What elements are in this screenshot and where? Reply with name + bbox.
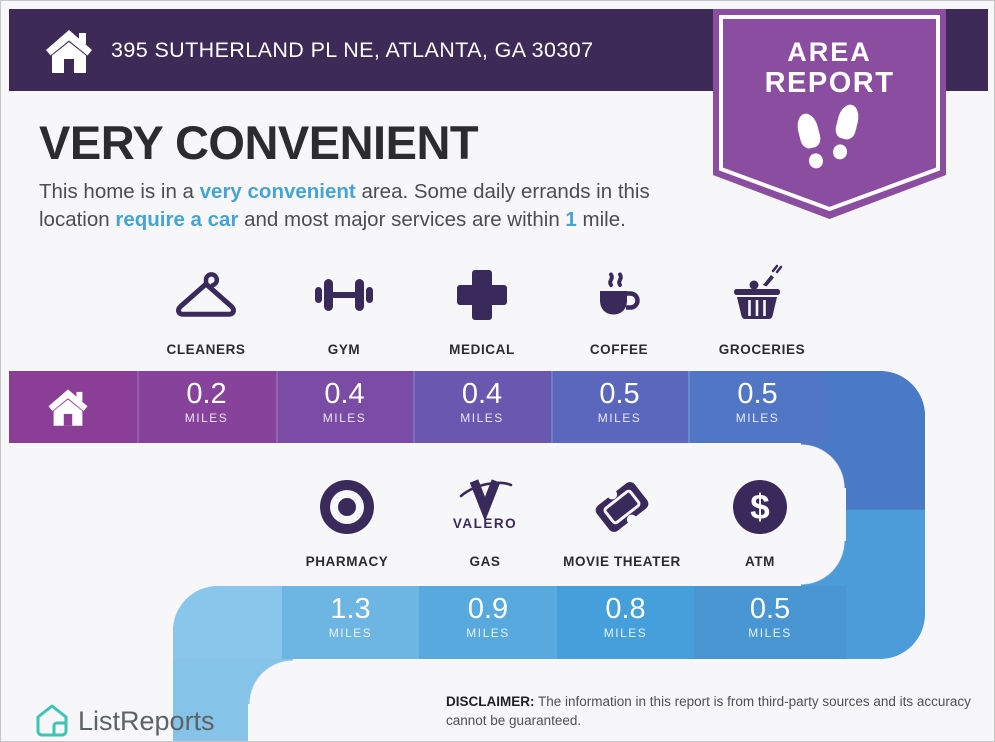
- distance-cell-movie-theater: 0.8 MILES: [603, 593, 648, 640]
- corner-fillet: [248, 659, 293, 704]
- amenity-label-atm: ATM: [744, 554, 776, 569]
- intro-paragraph: This home is in a very convenient area. …: [39, 178, 739, 234]
- distance-cell-atm: 0.5 MILES: [748, 593, 792, 640]
- valero-wordmark: VALERO: [453, 516, 517, 531]
- bar1-segment: [551, 371, 688, 443]
- badge-line1: AREA: [787, 37, 872, 67]
- distance-bar-row1: 0.2 MILES 0.4 MILES 0.4 MILES 0.5 MILES 0.5 M…: [9, 371, 925, 443]
- distance-cell-gas: 0.9 MILES: [466, 593, 510, 640]
- amenity-label-medical: MEDICAL: [449, 342, 515, 357]
- highlight-require-a-car: require a car: [115, 208, 239, 231]
- amenity-label-pharmacy: PHARMACY: [305, 554, 389, 569]
- bar1-segment: [137, 371, 276, 443]
- distance-bar-row2: 1.3 MILES 0.9 MILES 0.8 MILES 0.5 MILES: [173, 586, 846, 659]
- distance-cell-medical: 0.4 MILES: [460, 378, 504, 425]
- amenity-label-gym: GYM: [327, 342, 361, 357]
- bar2-segment: [419, 586, 557, 659]
- bar1-segment: [688, 371, 827, 443]
- bar2-lead-segment: [173, 586, 282, 659]
- area-report-badge: AREA REPORT: [713, 9, 946, 221]
- amenity-label-groceries: GROCERIES: [718, 342, 806, 357]
- bar1-segment: [276, 371, 413, 443]
- distance-cell-coffee: 0.5 MILES: [597, 378, 642, 425]
- listreports-house-icon: [36, 704, 68, 737]
- page-title: VERY CONVENIENT: [39, 116, 479, 169]
- disclaimer-label: DISCLAIMER:: [446, 694, 535, 709]
- atm-dollar-icon: $: [733, 480, 787, 534]
- listreports-wordmark: ListReports: [78, 705, 215, 736]
- highlight-one-mile: 1: [565, 208, 577, 231]
- target-logo-icon: [320, 480, 374, 534]
- grocery-basket-icon: [734, 264, 783, 320]
- movie-ticket-icon: [595, 482, 649, 532]
- listreports-logo: ListReports: [35, 703, 215, 739]
- badge-line2: REPORT: [764, 67, 895, 99]
- bar2-segment: [557, 586, 694, 659]
- bar2-segment: [282, 586, 419, 659]
- property-address: 395 SUTHERLAND PL NE, ATLANTA, GA 30307: [111, 38, 594, 62]
- corner-fillet: [801, 541, 846, 586]
- badge-ribbon: [713, 9, 946, 219]
- amenity-label-movie-theater: MOVIE THEATER: [563, 554, 681, 569]
- highlight-very-convenient: very convenient: [199, 180, 356, 203]
- corner-fillet: [801, 443, 846, 488]
- medical-cross-icon: [457, 270, 507, 320]
- bar1-segment: [413, 371, 551, 443]
- amenity-label-gas: GAS: [469, 554, 501, 569]
- bar2-segment: [694, 586, 846, 659]
- dumbbell-icon: [315, 279, 373, 311]
- home-icon: [46, 30, 92, 73]
- intro-line1: This home is in a very convenient area. …: [39, 180, 650, 203]
- valero-logo-icon: VALERO: [453, 479, 517, 531]
- distance-cell-gym: 0.4 MILES: [322, 378, 367, 425]
- intro-line2: location require a car and most major se…: [39, 208, 626, 231]
- amenity-label-cleaners: CLEANERS: [166, 342, 246, 357]
- disclaimer: DISCLAIMER: The information in this repo…: [446, 694, 971, 729]
- distance-cell-groceries: 0.5 MILES: [735, 378, 780, 425]
- amenity-label-coffee: COFFEE: [589, 342, 649, 357]
- coffee-cup-icon: [600, 272, 640, 315]
- home-icon: [48, 389, 88, 426]
- connector-band-right: [846, 371, 925, 659]
- bar1-home-segment: [9, 371, 137, 443]
- distance-cell-cleaners: 0.2 MILES: [184, 378, 229, 425]
- dollar-sign: $: [750, 488, 769, 527]
- hanger-icon: [176, 272, 236, 317]
- distance-cell-pharmacy: 1.3 MILES: [328, 593, 373, 640]
